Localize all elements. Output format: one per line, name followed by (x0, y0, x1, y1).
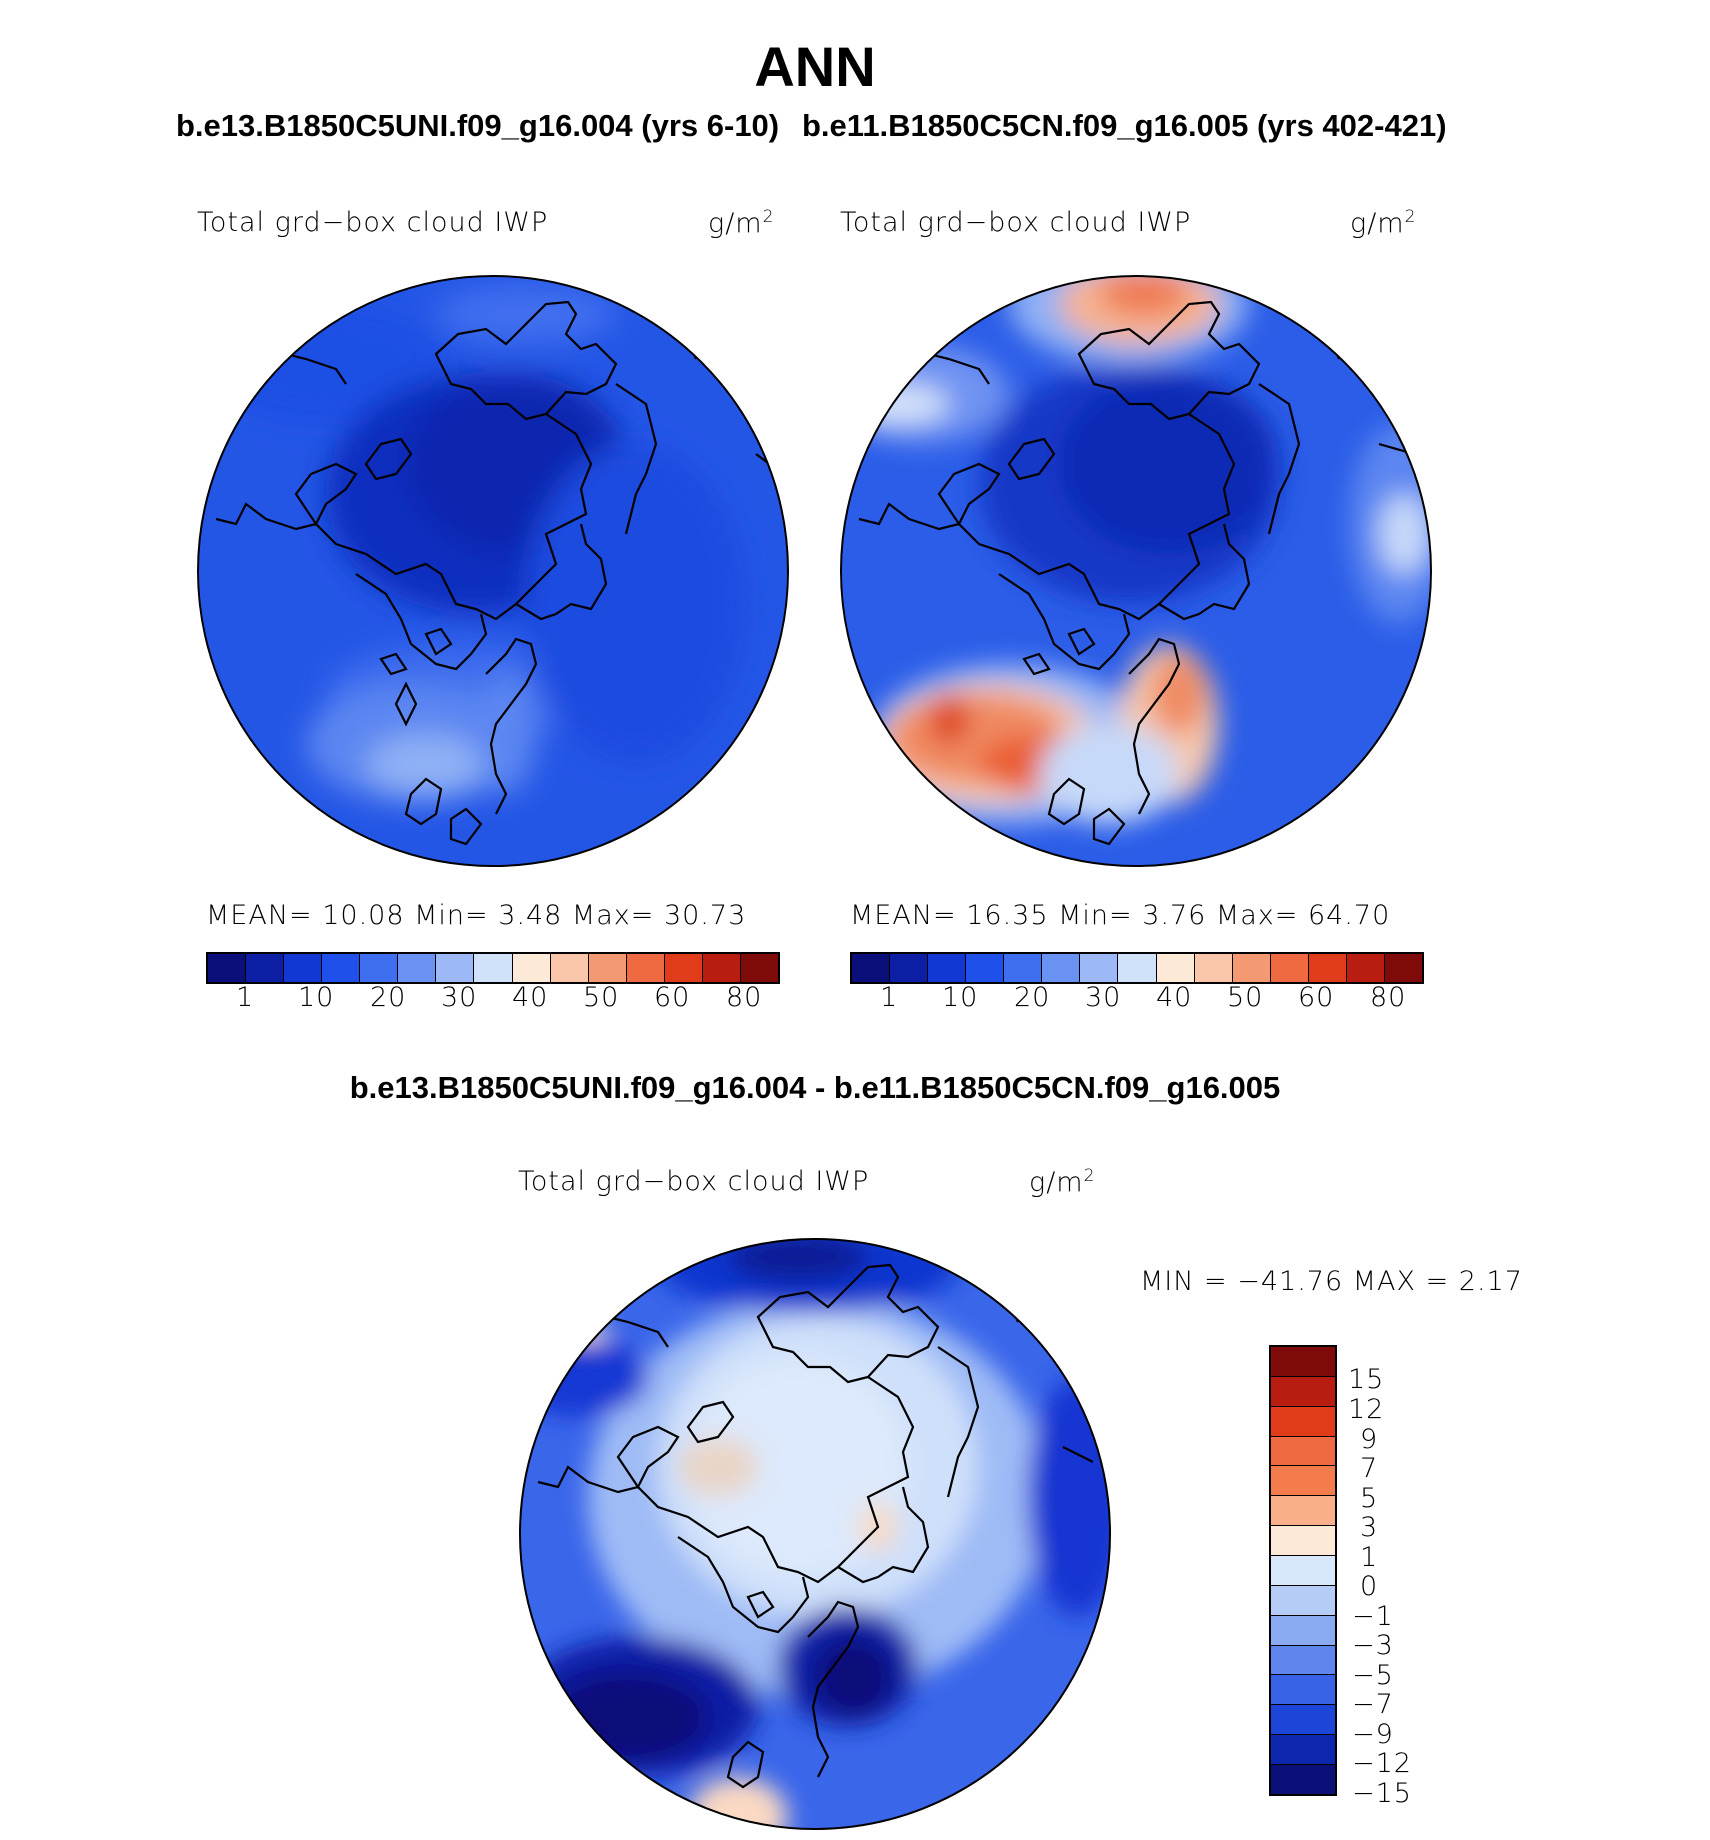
colorbar-cell (1271, 1436, 1335, 1467)
colorbar-cell (284, 954, 323, 982)
right-colorbar (850, 952, 1424, 984)
colorbar-cell (1004, 954, 1043, 982)
colorbar-cell (1271, 1585, 1335, 1616)
colorbar-cell (436, 954, 475, 982)
colorbar-tick: 3 (1360, 1512, 1379, 1543)
colorbar-cell (1271, 1645, 1335, 1676)
colorbar-tick: 12 (1348, 1394, 1385, 1425)
colorbar-tick: 60 (654, 982, 691, 1013)
colorbar-cell (1384, 954, 1422, 982)
colorbar-cell (512, 954, 551, 982)
left-polar-map (196, 274, 790, 868)
colorbar-tick: −12 (1352, 1748, 1412, 1779)
colorbar-tick: 20 (370, 982, 407, 1013)
colorbar-tick: 10 (942, 982, 979, 1013)
right-polar-map (839, 274, 1433, 868)
left-case-title: b.e13.B1850C5UNI.f09_g16.004 (yrs 6-10) (176, 108, 780, 143)
left-units-label: g/m2 (708, 207, 775, 239)
colorbar-cell (928, 954, 967, 982)
colorbar-tick: 0 (1360, 1571, 1379, 1602)
colorbar-cell (1271, 1675, 1335, 1706)
left-stats: MEAN= 10.08 Min= 3.48 Max= 30.73 (206, 900, 747, 931)
difference-colorbar (1269, 1345, 1337, 1796)
colorbar-cell (740, 954, 778, 982)
colorbar-cell (1271, 1376, 1335, 1407)
colorbar-cell (1194, 954, 1233, 982)
colorbar-cell (360, 954, 399, 982)
colorbar-cell (966, 954, 1005, 982)
colorbar-tick: 80 (1370, 982, 1407, 1013)
colorbar-cell (1271, 1526, 1335, 1557)
colorbar-cell (890, 954, 929, 982)
colorbar-tick: −15 (1352, 1778, 1412, 1809)
colorbar-cell (1271, 1556, 1335, 1586)
colorbar-tick: 50 (1227, 982, 1264, 1013)
colorbar-cell (1271, 1615, 1335, 1646)
colorbar-cell (1118, 954, 1157, 982)
difference-title: b.e13.B1850C5UNI.f09_g16.004 - b.e11.B18… (349, 1070, 1281, 1105)
colorbar-tick: 40 (512, 982, 549, 1013)
colorbar-cell (1271, 1735, 1335, 1766)
colorbar-tick: −5 (1352, 1660, 1394, 1691)
colorbar-cell (1271, 1765, 1335, 1794)
colorbar-cell (852, 954, 891, 982)
colorbar-tick: 5 (1360, 1483, 1379, 1514)
colorbar-tick: 1 (1360, 1542, 1379, 1573)
colorbar-cell (1271, 1466, 1335, 1497)
colorbar-cell (1080, 954, 1119, 982)
colorbar-tick: 10 (298, 982, 335, 1013)
difference-polar-map (518, 1237, 1112, 1831)
right-units-label: g/m2 (1350, 207, 1417, 239)
colorbar-cell (1271, 1347, 1335, 1377)
colorbar-tick: 20 (1014, 982, 1051, 1013)
colorbar-tick: 30 (441, 982, 478, 1013)
colorbar-cell (1270, 954, 1309, 982)
right-case-title: b.e11.B1850C5CN.f09_g16.005 (yrs 402-421… (802, 108, 1447, 143)
colorbar-tick: −1 (1352, 1601, 1394, 1632)
colorbar-tick: 60 (1298, 982, 1335, 1013)
colorbar-cell (398, 954, 437, 982)
colorbar-cell (246, 954, 285, 982)
colorbar-cell (1271, 1496, 1335, 1527)
colorbar-cell (1232, 954, 1271, 982)
colorbar-cell (550, 954, 589, 982)
colorbar-tick: −7 (1352, 1689, 1394, 1720)
colorbar-cell (702, 954, 741, 982)
difference-variable-label: Total grd−box cloud IWP (518, 1166, 870, 1197)
colorbar-cell (1156, 954, 1195, 982)
colorbar-cell (664, 954, 703, 982)
colorbar-tick: 1 (236, 982, 255, 1013)
colorbar-cell (1346, 954, 1385, 982)
left-colorbar (206, 952, 780, 984)
colorbar-cell (474, 954, 513, 982)
colorbar-tick: 1 (880, 982, 899, 1013)
difference-units-label: g/m2 (1029, 1166, 1096, 1198)
colorbar-tick: 80 (726, 982, 763, 1013)
colorbar-cell (322, 954, 361, 982)
colorbar-cell (588, 954, 627, 982)
colorbar-cell (1308, 954, 1347, 982)
colorbar-tick: −3 (1352, 1630, 1394, 1661)
colorbar-cell (1271, 1406, 1335, 1437)
colorbar-tick: 15 (1348, 1364, 1385, 1395)
difference-minmax: MIN = −41.76 MAX = 2.17 (1140, 1266, 1523, 1297)
colorbar-cell (208, 954, 247, 982)
right-stats: MEAN= 16.35 Min= 3.76 Max= 64.70 (850, 900, 1391, 931)
colorbar-tick: −9 (1352, 1719, 1394, 1750)
colorbar-tick: 30 (1085, 982, 1122, 1013)
colorbar-cell (1042, 954, 1081, 982)
colorbar-tick: 9 (1360, 1424, 1379, 1455)
right-variable-label: Total grd−box cloud IWP (840, 207, 1192, 238)
colorbar-tick: 7 (1360, 1453, 1379, 1484)
colorbar-tick: 40 (1156, 982, 1193, 1013)
colorbar-cell (626, 954, 665, 982)
colorbar-tick: 50 (583, 982, 620, 1013)
colorbar-cell (1271, 1705, 1335, 1736)
figure-title: ANN (754, 35, 876, 98)
left-variable-label: Total grd−box cloud IWP (197, 207, 549, 238)
